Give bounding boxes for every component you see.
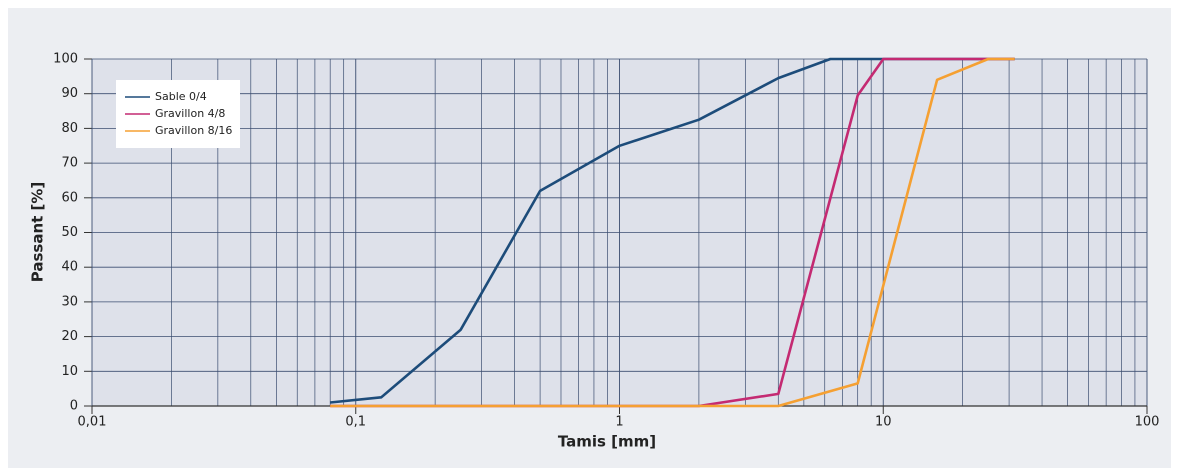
x-tick-label: 0,01 — [78, 415, 107, 430]
y-tick-label: 80 — [61, 121, 78, 136]
y-tick-label: 40 — [61, 260, 78, 275]
y-tick-label: 20 — [61, 329, 78, 344]
y-tick-label: 10 — [61, 364, 78, 379]
legend-label: Sable 0/4 — [155, 90, 207, 103]
y-tick-label: 100 — [53, 52, 78, 67]
y-tick-label: 30 — [61, 294, 78, 309]
legend: Sable 0/4 Gravillon 4/8 Gravillon 8/16 — [116, 80, 240, 148]
x-tick-label: 100 — [1135, 415, 1160, 430]
y-tick-label: 70 — [61, 156, 78, 171]
data-line — [330, 57, 1015, 408]
x-tick-label: 0,1 — [345, 415, 366, 430]
y-tick-label: 0 — [70, 399, 78, 414]
x-tick-label: 10 — [875, 415, 892, 430]
x-axis-title: Tamis [mm] — [558, 433, 656, 451]
y-axis-title: Passant [%] — [29, 182, 47, 283]
y-tick-label: 60 — [61, 190, 78, 205]
legend-label: Gravillon 8/16 — [155, 124, 232, 137]
x-tick-label: 1 — [615, 415, 623, 430]
data-line — [330, 57, 1015, 404]
y-tick-label: 90 — [61, 86, 78, 101]
legend-label: Gravillon 4/8 — [155, 107, 225, 120]
y-tick-label: 50 — [61, 225, 78, 240]
